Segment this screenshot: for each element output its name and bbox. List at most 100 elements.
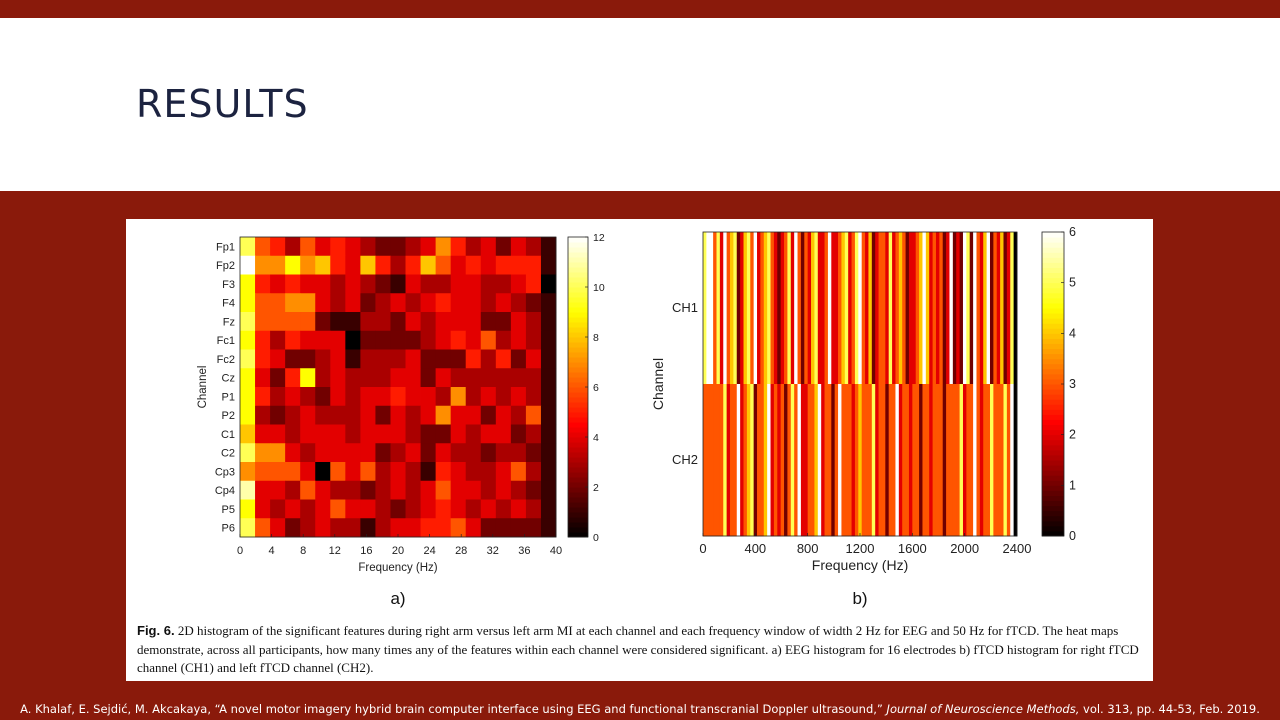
- heatmap-cell: [510, 368, 527, 388]
- colorbar-segment: [568, 442, 588, 448]
- heatmap-cell: [255, 293, 271, 313]
- colorbar-tick-label: 12: [593, 232, 605, 244]
- heatmap-cell: [285, 480, 301, 500]
- heatmap-cell: [315, 368, 331, 388]
- heatmap-cell: [300, 518, 316, 538]
- heatmap-cell: [405, 293, 421, 313]
- heatmap-cell: [834, 384, 839, 537]
- heatmap-cell: [450, 480, 467, 500]
- colorbar-tick-label: 6: [1069, 225, 1076, 239]
- heatmap-cell: [330, 368, 346, 388]
- heatmap-cell: [375, 424, 391, 444]
- heatmap-cell: [969, 384, 974, 537]
- heatmap-cell: [255, 387, 271, 407]
- colorbar-tick-label: 0: [1069, 529, 1076, 543]
- heatmap-cell: [966, 232, 971, 385]
- colorbar-segment: [1042, 272, 1064, 279]
- heatmap-cell: [495, 462, 512, 482]
- heatmap-cell: [375, 405, 391, 425]
- heatmap-cell: [979, 384, 984, 537]
- heatmap-cell: [495, 255, 512, 275]
- heatmap-cell: [345, 368, 361, 388]
- heatmap-cell: [834, 232, 839, 385]
- heatmap-cell: [844, 232, 849, 385]
- colorbar-segment: [1042, 414, 1064, 420]
- heatmap-cell: [285, 443, 301, 463]
- x-axis-label: Frequency (Hz): [358, 562, 437, 574]
- heatmap-cell: [465, 405, 482, 425]
- heatmap-cell: [255, 274, 271, 294]
- heatmap-cell: [480, 424, 497, 444]
- heatmap-cell: [540, 349, 557, 369]
- heatmap-cell: [777, 384, 782, 537]
- heatmap-cell: [330, 424, 346, 444]
- heatmap-cell: [420, 499, 437, 519]
- heatmap-cell: [435, 518, 452, 538]
- heatmap-cell: [240, 255, 256, 275]
- heatmap-cell: [986, 384, 991, 537]
- colorbar-segment: [1042, 409, 1064, 415]
- heatmap-cell: [300, 499, 316, 519]
- heatmap-cell: [932, 384, 937, 537]
- heatmap-cell: [240, 424, 256, 444]
- heatmap-cell: [746, 384, 751, 537]
- heatmap-cell: [743, 232, 748, 385]
- heatmap-cell: [450, 274, 467, 294]
- heatmap-cell: [285, 387, 301, 407]
- colorbar-segment: [568, 327, 588, 333]
- heatmap-cell: [420, 405, 437, 425]
- colorbar-segment: [1042, 394, 1064, 400]
- heatmap-cell: [817, 232, 822, 385]
- heatmap-cell: [405, 405, 421, 425]
- colorbar-segment: [568, 487, 588, 493]
- heatmap-cell: [1003, 232, 1008, 385]
- heatmap-cell: [848, 232, 852, 385]
- heatmap-cell: [525, 518, 542, 538]
- colorbar-segment: [1042, 323, 1064, 329]
- heatmap-cell: [480, 274, 497, 294]
- heatmap-cell: [540, 480, 557, 500]
- heatmap-cell: [510, 387, 527, 407]
- heatmap-cell: [315, 237, 331, 257]
- colorbar-segment: [568, 447, 588, 453]
- x-tick-label: 32: [487, 545, 499, 557]
- heatmap-cell: [375, 312, 391, 332]
- heatmap-cell: [435, 499, 452, 519]
- heatmap-cell: [973, 384, 977, 537]
- colorbar-segment: [568, 312, 588, 318]
- heatmap-cell: [976, 384, 981, 537]
- heatmap-cell: [375, 518, 391, 538]
- heatmap-cell: [285, 499, 301, 519]
- colorbar-segment: [1042, 434, 1064, 441]
- heatmap-cell: [420, 330, 437, 350]
- heatmap-cell: [480, 499, 497, 519]
- heatmap-cell: [979, 232, 984, 385]
- heatmap-cell: [540, 312, 557, 332]
- heatmap-cell: [733, 384, 738, 537]
- heatmap-cell: [255, 255, 271, 275]
- heatmap-cell: [360, 387, 376, 407]
- heatmap-cell: [375, 499, 391, 519]
- heatmap-cell: [770, 384, 775, 537]
- heatmap-cell: [780, 232, 785, 385]
- heatmap-cell: [465, 518, 482, 538]
- heatmap-cell: [450, 387, 467, 407]
- heatmap-cell: [450, 368, 467, 388]
- heatmap-cell: [285, 237, 301, 257]
- heatmap-cell: [300, 274, 316, 294]
- colorbar-segment: [568, 477, 588, 483]
- colorbar-segment: [1042, 277, 1064, 284]
- figure-panel: Fp1 Fp2 F3 F4 Fz Fc1 Fc2 Cz P1 P2 C1 C2 Cp3 Cp4 P5 P6 0 4…: [126, 219, 1153, 681]
- heatmap-cell: [495, 424, 512, 444]
- heatmap-cell: [976, 232, 981, 385]
- heatmap-cell: [871, 384, 876, 537]
- heatmap-cell: [800, 384, 805, 537]
- heatmap-cell: [270, 368, 286, 388]
- heatmap-cell: [898, 384, 903, 537]
- heatmap-cell: [435, 405, 452, 425]
- heatmap-cell: [736, 232, 741, 385]
- heatmap-cell: [240, 443, 256, 463]
- heatmap-cell: [952, 232, 957, 385]
- heatmap-cell: [255, 424, 271, 444]
- heatmap-cell: [750, 232, 755, 385]
